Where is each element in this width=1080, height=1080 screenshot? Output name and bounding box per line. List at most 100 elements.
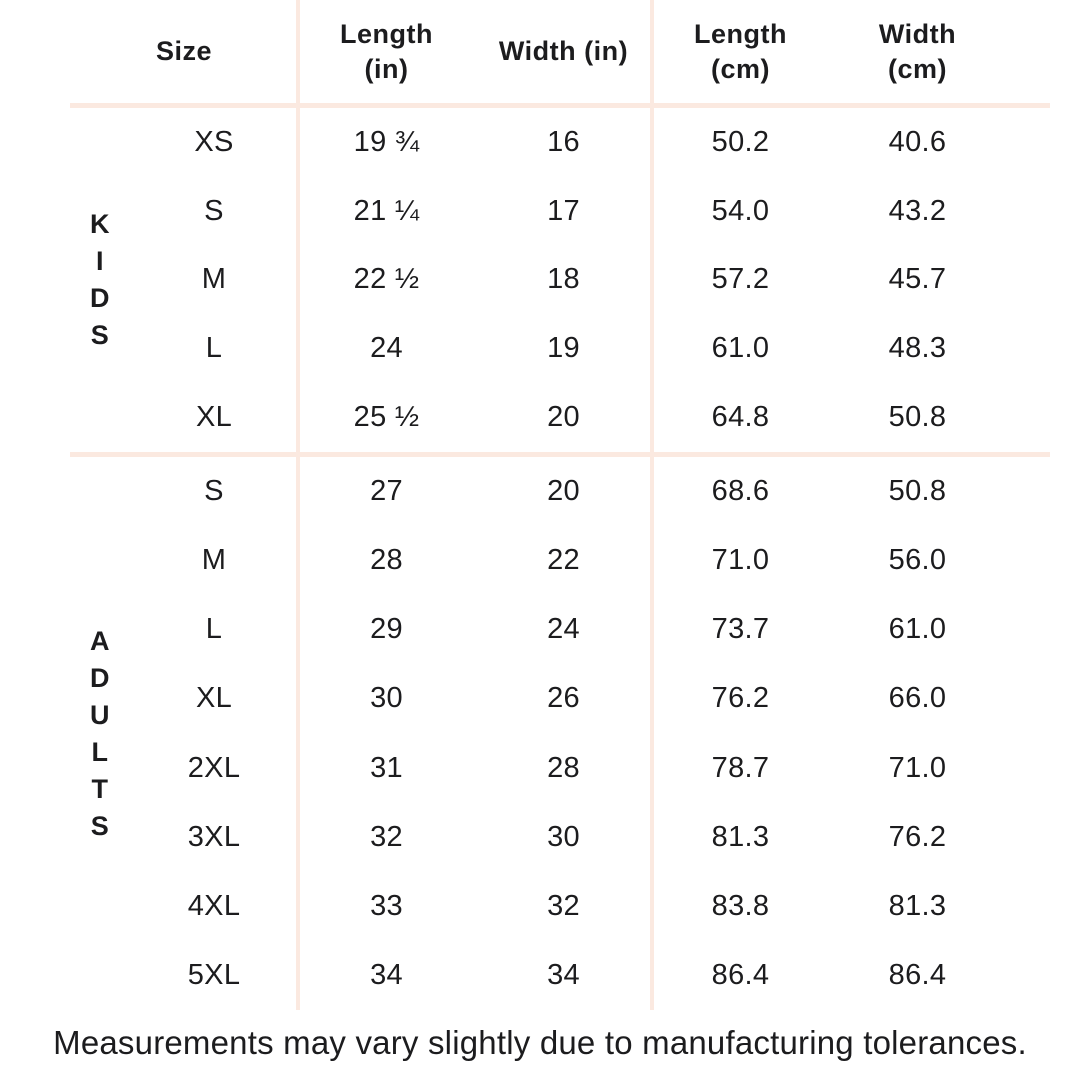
length-in-cell: 29: [370, 613, 403, 646]
width-cm-cell: 48.3: [888, 332, 947, 365]
size-cell: M: [201, 263, 227, 296]
width-cm-cell: 66.0: [888, 682, 947, 715]
table-row: L 29 24 73.7 61.0: [130, 595, 1006, 664]
size-cell: XS: [194, 125, 234, 158]
length-cm-cell: 71.0: [711, 544, 770, 577]
table-row: XL 25 ½ 20 64.8 50.8: [130, 383, 1006, 452]
length-cm-cell: 57.2: [711, 263, 770, 296]
length-in-cell: 30: [370, 682, 403, 715]
footer-note: Measurements may vary slightly due to ma…: [53, 1024, 1027, 1061]
group-letter: L: [91, 736, 109, 767]
header-width-cm: Width (cm): [878, 18, 957, 84]
length-cm-cell: 68.6: [711, 475, 770, 508]
width-in-cell: 34: [547, 958, 580, 991]
table-row: 4XL 33 32 83.8 81.3: [130, 872, 1006, 941]
width-in-cell: 18: [547, 263, 580, 296]
size-cell: XL: [195, 401, 233, 434]
table-row: M 28 22 71.0 56.0: [130, 526, 1006, 595]
size-cell: S: [204, 194, 224, 227]
length-cm-cell: 61.0: [711, 332, 770, 365]
width-in-cell: 19: [547, 332, 580, 365]
width-cm-cell: 76.2: [888, 820, 947, 853]
group-letter: U: [90, 699, 110, 730]
header-length-cm: Length (cm): [694, 18, 787, 84]
width-cm-cell: 45.7: [888, 263, 947, 296]
width-cm-cell: 71.0: [888, 751, 947, 784]
table-row: S 21 ¼ 17 54.0 43.2: [130, 177, 1006, 246]
width-cm-cell: 81.3: [888, 889, 947, 922]
width-in-cell: 17: [547, 194, 580, 227]
group-letter: S: [90, 810, 110, 841]
length-cm-cell: 76.2: [711, 682, 770, 715]
table-row: M 22 ½ 18 57.2 45.7: [130, 246, 1006, 315]
group-letter: S: [90, 320, 110, 350]
rows-adults: S 27 20 68.6 50.8 M 28 22 71.0 56.0 L 29…: [130, 457, 1006, 1010]
width-in-cell: 20: [547, 475, 580, 508]
width-in-cell: 32: [547, 889, 580, 922]
size-cell: XL: [195, 682, 233, 715]
length-cm-cell: 54.0: [711, 194, 770, 227]
length-in-cell: 28: [370, 544, 403, 577]
width-cm-cell: 40.6: [888, 125, 947, 158]
header-divider: [70, 103, 1050, 108]
length-cm-cell: 83.8: [711, 889, 770, 922]
width-in-cell: 24: [547, 613, 580, 646]
table-row: 3XL 32 30 81.3 76.2: [130, 803, 1006, 872]
width-cm-cell: 43.2: [888, 194, 947, 227]
length-in-cell: 32: [370, 820, 403, 853]
size-cell: S: [204, 475, 224, 508]
length-in-cell: 19 ¾: [353, 125, 420, 158]
length-in-cell: 27: [370, 475, 403, 508]
length-in-cell: 24: [370, 332, 403, 365]
length-cm-cell: 50.2: [711, 125, 770, 158]
length-cm-cell: 81.3: [711, 820, 770, 853]
vertical-divider-1: [296, 0, 300, 1010]
length-in-cell: 34: [370, 958, 403, 991]
section-divider: [70, 452, 1050, 457]
length-in-cell: 21 ¼: [353, 194, 420, 227]
table-row: XL 30 26 76.2 66.0: [130, 664, 1006, 733]
size-cell: 2XL: [187, 751, 241, 784]
width-cm-cell: 50.8: [888, 401, 947, 434]
length-in-cell: 33: [370, 889, 403, 922]
length-cm-cell: 64.8: [711, 401, 770, 434]
table-row: XS 19 ¾ 16 50.2 40.6: [130, 108, 1006, 177]
table-row: S 27 20 68.6 50.8: [130, 457, 1006, 526]
width-in-cell: 20: [547, 401, 580, 434]
header-length-in: Length (in): [340, 18, 433, 84]
group-letter: K: [90, 209, 110, 239]
group-letter: D: [90, 662, 110, 693]
width-in-cell: 30: [547, 820, 580, 853]
group-letter: D: [90, 283, 110, 313]
group-letter: I: [95, 246, 104, 276]
width-cm-cell: 50.8: [888, 475, 947, 508]
table-row: 2XL 31 28 78.7 71.0: [130, 734, 1006, 803]
size-cell: M: [201, 544, 227, 577]
rows-kids: XS 19 ¾ 16 50.2 40.6 S 21 ¼ 17 54.0 43.2…: [130, 108, 1006, 452]
length-in-cell: 25 ½: [353, 401, 420, 434]
group-letter: T: [91, 773, 109, 804]
length-cm-cell: 86.4: [711, 958, 770, 991]
size-cell: L: [205, 332, 223, 365]
size-cell: 5XL: [187, 958, 241, 991]
length-in-cell: 22 ½: [353, 263, 420, 296]
group-letter: A: [90, 625, 110, 656]
length-cm-cell: 73.7: [711, 613, 770, 646]
width-cm-cell: 56.0: [888, 544, 947, 577]
size-cell: L: [205, 613, 223, 646]
width-in-cell: 22: [547, 544, 580, 577]
length-in-cell: 31: [370, 751, 403, 784]
header-size: Size: [155, 36, 213, 66]
table-row: 5XL 34 34 86.4 86.4: [130, 941, 1006, 1010]
width-in-cell: 26: [547, 682, 580, 715]
width-cm-cell: 86.4: [888, 958, 947, 991]
size-cell: 4XL: [187, 889, 241, 922]
header-width-in: Width (in): [498, 36, 629, 66]
width-cm-cell: 61.0: [888, 613, 947, 646]
size-cell: 3XL: [187, 820, 241, 853]
width-in-cell: 16: [547, 125, 580, 158]
